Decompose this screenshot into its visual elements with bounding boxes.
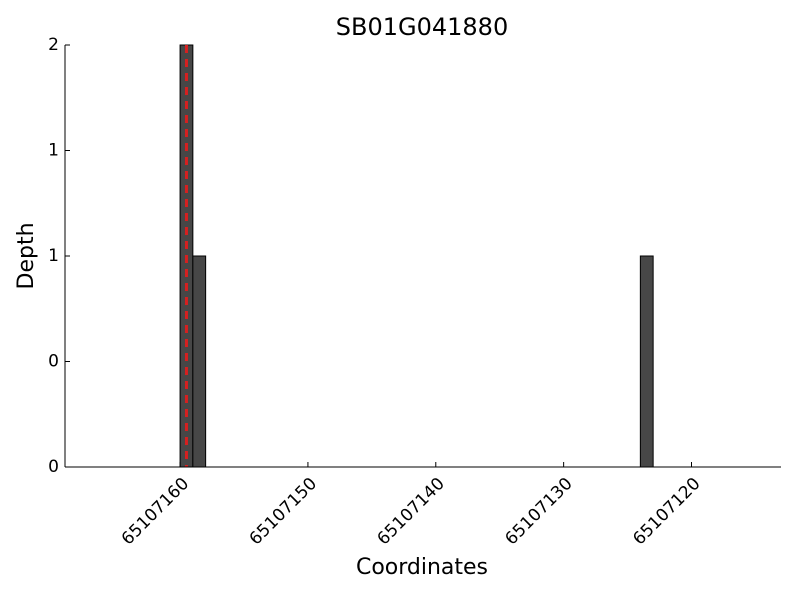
y-tick-label: 0 <box>48 457 59 477</box>
x-tick-label: 65107140 <box>374 474 449 549</box>
y-tick-label: 1 <box>48 246 59 266</box>
x-axis-label: Coordinates <box>356 555 488 580</box>
bar <box>639 255 654 468</box>
y-tick-label: 0 <box>48 352 59 372</box>
y-tick-label: 1 <box>48 141 59 161</box>
y-axis-label: Depth <box>14 222 39 289</box>
x-tick-label: 65107130 <box>501 474 576 549</box>
x-tick-label: 65107160 <box>118 474 193 549</box>
x-tick-label: 65107150 <box>246 474 321 549</box>
chart-title: SB01G041880 <box>336 13 508 41</box>
y-tick-label: 2 <box>48 35 59 55</box>
x-tick-label: 65107120 <box>629 474 704 549</box>
bar <box>192 255 207 468</box>
